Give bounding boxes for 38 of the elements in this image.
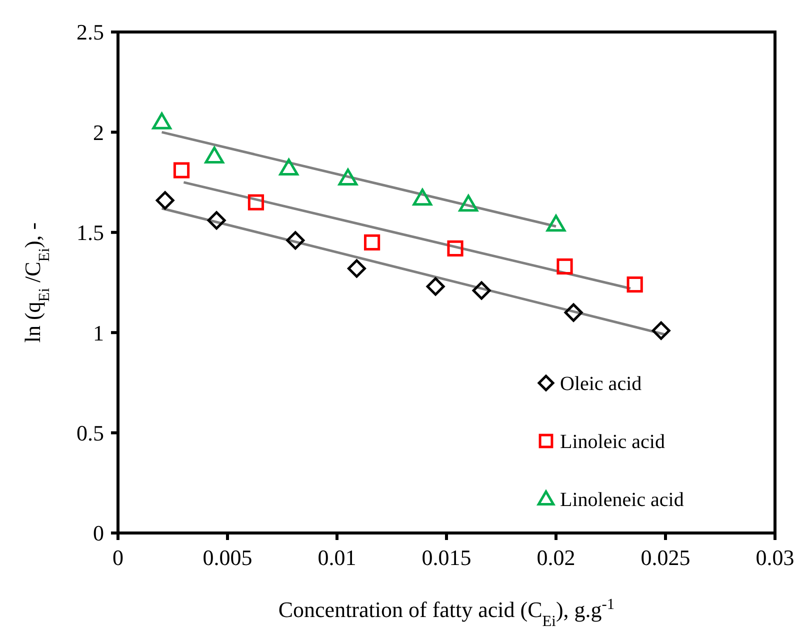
x-tick-label: 0.01: [318, 545, 356, 570]
x-tick-label: 0: [112, 545, 124, 570]
point: [458, 194, 478, 212]
point: [426, 277, 445, 296]
point: [152, 112, 172, 130]
point: [204, 146, 224, 164]
point: [286, 231, 305, 250]
point: [626, 276, 643, 293]
x-tick-label: 0.015: [422, 545, 472, 570]
point: [412, 188, 432, 206]
legend-label: Linoleic acid: [560, 431, 665, 453]
x-tick-label: 0.03: [756, 545, 794, 570]
x-tick-label: 0.025: [640, 545, 690, 570]
y-tick-label: 2: [93, 120, 104, 145]
y-tick-label: 0.5: [76, 420, 104, 446]
point: [347, 259, 366, 278]
legend-label: Oleic acid: [560, 373, 642, 395]
point: [207, 211, 226, 230]
y-tick-label: 2.5: [76, 20, 104, 45]
y-tick-label: 0: [93, 520, 104, 546]
point: [248, 194, 264, 210]
point: [652, 321, 670, 340]
legend-label: Linoleneic acid: [560, 489, 684, 511]
y-tick-label: 1: [93, 320, 104, 346]
point: [556, 258, 573, 275]
x-tick-label: 0.02: [536, 545, 576, 570]
x-tick-label: 0.005: [202, 545, 252, 570]
point: [279, 158, 298, 176]
point: [338, 168, 358, 186]
point: [564, 303, 583, 322]
point: [472, 281, 491, 300]
x-axis-title: Concentration of fatty acid (C$_{Ei}$), g.g$^{-1}$: [278, 596, 615, 629]
y-tick-label: 1.5: [76, 220, 104, 246]
point: [364, 234, 380, 250]
point: [546, 214, 566, 232]
point: [173, 162, 190, 178]
point: [447, 240, 464, 256]
point: [156, 191, 174, 210]
